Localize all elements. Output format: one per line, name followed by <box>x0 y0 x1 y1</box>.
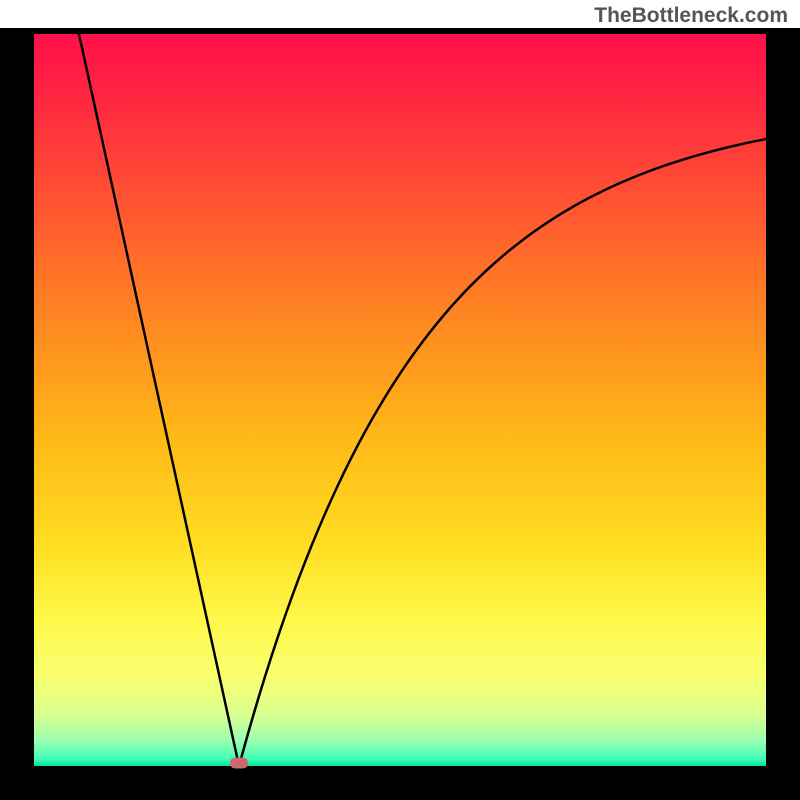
plot-background <box>34 34 766 766</box>
chart-svg <box>0 0 800 800</box>
watermark-text: TheBottleneck.com <box>594 4 788 28</box>
chart-container: TheBottleneck.com <box>0 0 800 800</box>
optimum-marker <box>230 758 248 769</box>
